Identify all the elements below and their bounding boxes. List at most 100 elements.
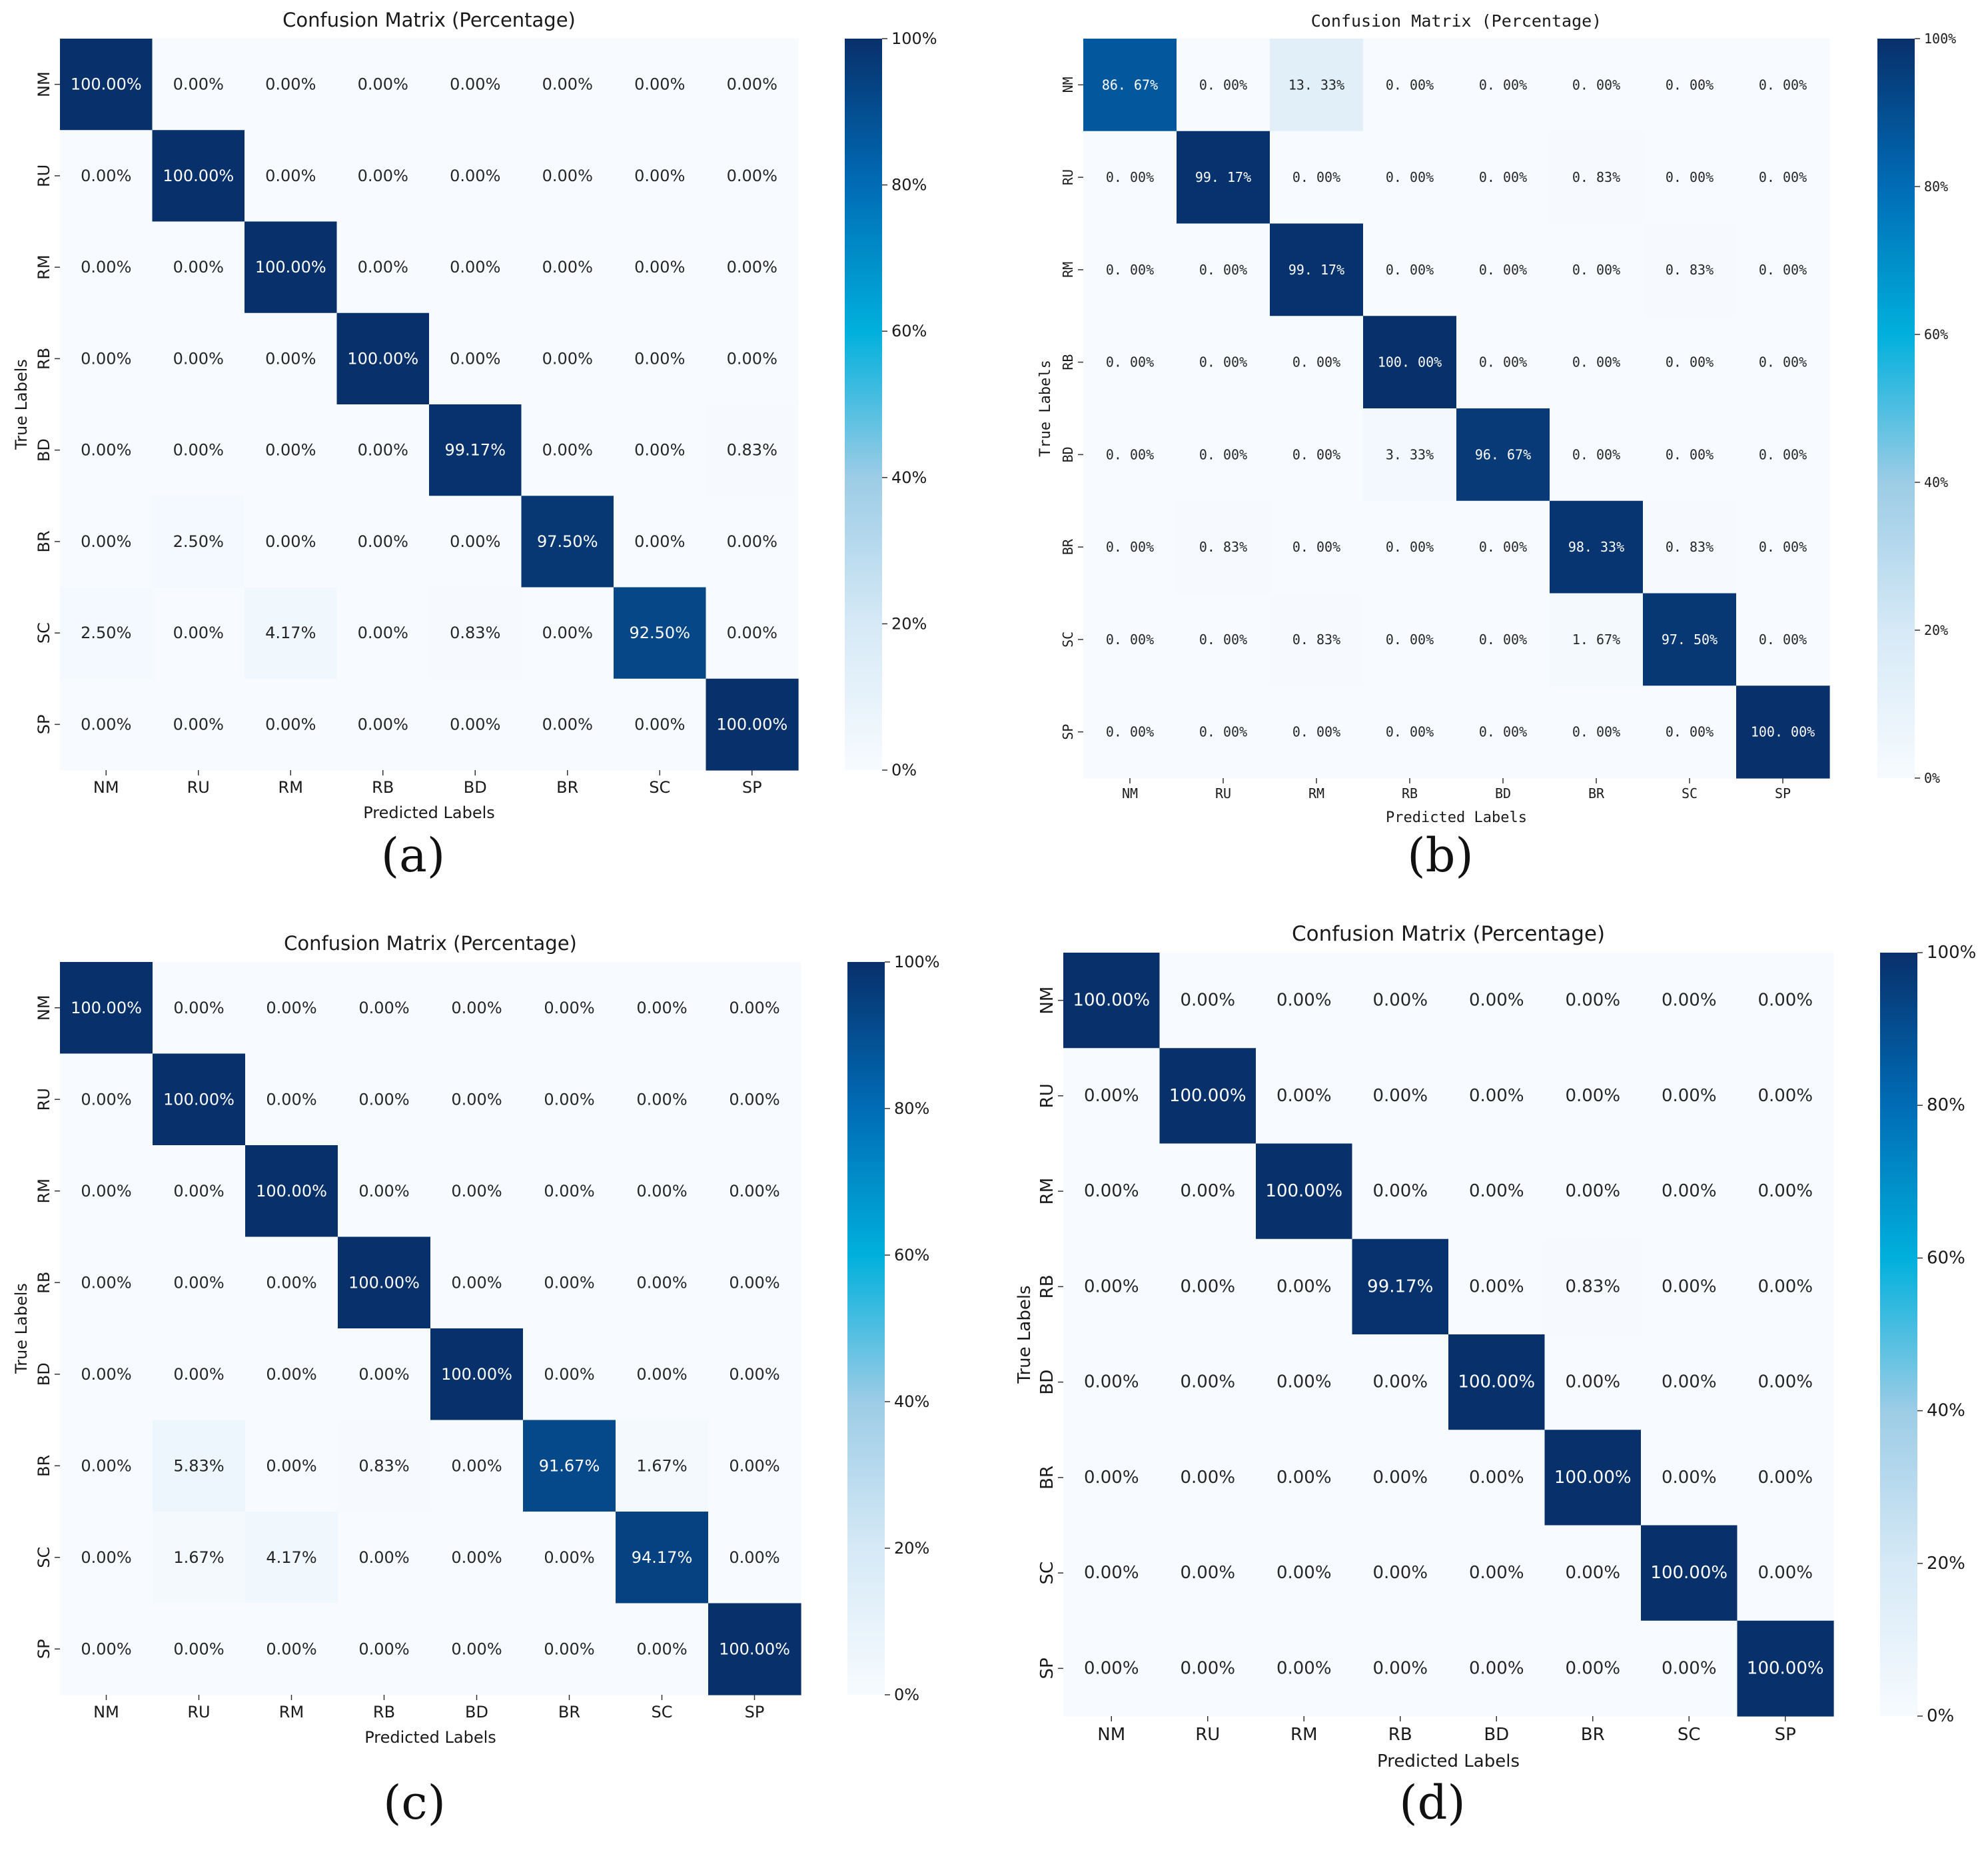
cell-value-label: 1.67%	[173, 1548, 224, 1567]
cell-value-label: 0.00%	[1276, 991, 1332, 1011]
y-tick-label: BR	[1060, 538, 1076, 555]
cell-value-label: 0. 00%	[1572, 77, 1620, 93]
heatmap-cell	[523, 1053, 616, 1146]
cell-value-label: 0.00%	[450, 532, 500, 551]
y-axis-label: True Labels	[12, 359, 31, 450]
heatmap-cell	[1352, 1620, 1449, 1717]
cell-value-label: 0. 83%	[1199, 539, 1247, 555]
cell-value-label: 98. 33%	[1568, 539, 1624, 555]
heatmap-cell	[1159, 1238, 1256, 1335]
cell-value-label: 0. 00%	[1479, 262, 1527, 278]
cell-value-label: 0. 00%	[1666, 446, 1714, 462]
cell-value-label: 4.17%	[265, 624, 316, 642]
cell-value-label: 0.00%	[1469, 1563, 1524, 1583]
heatmap-cell	[152, 404, 245, 496]
x-tick-label: NM	[1122, 785, 1138, 801]
heatmap-cell	[1448, 1430, 1546, 1526]
heatmap-cell	[708, 1603, 801, 1695]
heatmap-cell	[1737, 1143, 1834, 1240]
cell-value-label: 0.00%	[265, 75, 316, 94]
heatmap-cell	[245, 221, 338, 314]
cell-value-label: 0.83%	[450, 624, 500, 642]
x-tick-label: NM	[93, 778, 119, 797]
cell-value-label: 0.00%	[358, 258, 408, 276]
heatmap-cell	[616, 1603, 709, 1695]
cell-value-label: 0.00%	[727, 167, 777, 185]
heatmap-cell	[1737, 953, 1834, 1049]
heatmap-cell	[1270, 593, 1364, 686]
cell-value-label: 0.83%	[358, 1456, 409, 1475]
cell-value-label: 0.00%	[81, 1273, 131, 1292]
cell-value-label: 5.83%	[173, 1456, 224, 1475]
x-tick-label: SP	[1775, 1725, 1796, 1745]
cell-value-label: 0.00%	[1372, 1181, 1428, 1201]
cell-value-label: 0.00%	[544, 1090, 594, 1109]
heatmap-cell	[430, 962, 524, 1055]
cell-value-label: 0.00%	[1084, 1658, 1139, 1678]
cell-value-label: 0.00%	[1565, 1086, 1620, 1106]
colorbar-tick-label: 60%	[1927, 1248, 1965, 1268]
heatmap-cell	[429, 496, 522, 588]
heatmap-cell	[1737, 1238, 1834, 1335]
cell-value-label: 0. 83%	[1666, 539, 1714, 555]
heatmap-cell	[245, 130, 338, 223]
heatmap-cell	[1177, 408, 1270, 502]
cell-value-label: 0.00%	[173, 624, 224, 642]
colorbar-tick-label: 0%	[891, 761, 917, 779]
heatmap-cell	[1641, 1430, 1738, 1526]
heatmap-cell	[521, 130, 614, 223]
heatmap-cell	[430, 1236, 524, 1329]
cell-value-label: 0.00%	[1276, 1372, 1332, 1392]
cell-value-label: 0.00%	[81, 1365, 131, 1384]
heatmap-cell	[336, 221, 430, 314]
cell-value-label: 0.00%	[729, 1273, 779, 1292]
heatmap-cell	[1456, 500, 1550, 594]
cell-value-label: 0.00%	[1565, 1372, 1620, 1392]
cell-value-label: 0.00%	[266, 1090, 316, 1109]
cell-value-label: 0.00%	[1276, 1276, 1332, 1296]
cell-value-label: 0.00%	[542, 715, 593, 733]
heatmap-cell	[1641, 1238, 1738, 1335]
heatmap-cell	[1363, 686, 1457, 779]
colorbar-tick-label: 0%	[1927, 1706, 1954, 1726]
heatmap-cell	[60, 1236, 153, 1329]
colorbar-tick-label: 40%	[1927, 1401, 1965, 1421]
heatmap-cell	[1083, 686, 1177, 779]
colorbar-tick-label: 20%	[894, 1539, 929, 1558]
y-tick-label: BD	[35, 438, 53, 462]
cell-value-label: 0.00%	[542, 258, 593, 276]
heatmap-cell	[1270, 686, 1364, 779]
cell-value-label: 0.00%	[636, 1182, 687, 1200]
cell-value-label: 0.00%	[636, 1639, 687, 1658]
cell-value-label: 0. 00%	[1759, 77, 1807, 93]
cell-value-label: 0.00%	[634, 441, 685, 460]
cell-value-label: 0. 00%	[1572, 354, 1620, 370]
y-tick-label: BD	[35, 1362, 53, 1386]
y-axis-label: True Labels	[12, 1283, 31, 1374]
heatmap-cell	[614, 678, 707, 771]
cell-value-label: 0.00%	[358, 441, 408, 460]
heatmap-cell	[614, 221, 707, 314]
cell-value-label: 0.00%	[1180, 1276, 1235, 1296]
heatmap-cell	[336, 678, 430, 771]
heatmap-cell	[706, 587, 799, 680]
cell-value-label: 0.00%	[542, 441, 593, 460]
cell-value-label: 0.00%	[173, 1365, 224, 1384]
cell-value-label: 96. 67%	[1475, 446, 1531, 462]
cell-value-label: 0.00%	[1372, 1658, 1428, 1678]
heatmap-cell	[1177, 39, 1270, 132]
cell-value-label: 0.00%	[544, 1548, 594, 1567]
y-tick-label: SC	[35, 622, 53, 644]
heatmap-cell	[1177, 316, 1270, 409]
cell-value-label: 0.00%	[451, 1548, 502, 1567]
cell-value-label: 0. 00%	[1572, 446, 1620, 462]
x-tick-label: RM	[1308, 785, 1324, 801]
cell-value-label: 0.00%	[727, 75, 777, 94]
heatmap-cell	[1363, 593, 1457, 686]
cell-value-label: 100.00%	[348, 1273, 420, 1292]
cell-value-label: 0.00%	[1662, 1086, 1717, 1106]
heatmap-cell	[430, 1420, 524, 1512]
heatmap-cell	[1641, 953, 1738, 1049]
x-axis-label: Predicted Labels	[363, 803, 495, 822]
heatmap-cell	[245, 404, 338, 496]
